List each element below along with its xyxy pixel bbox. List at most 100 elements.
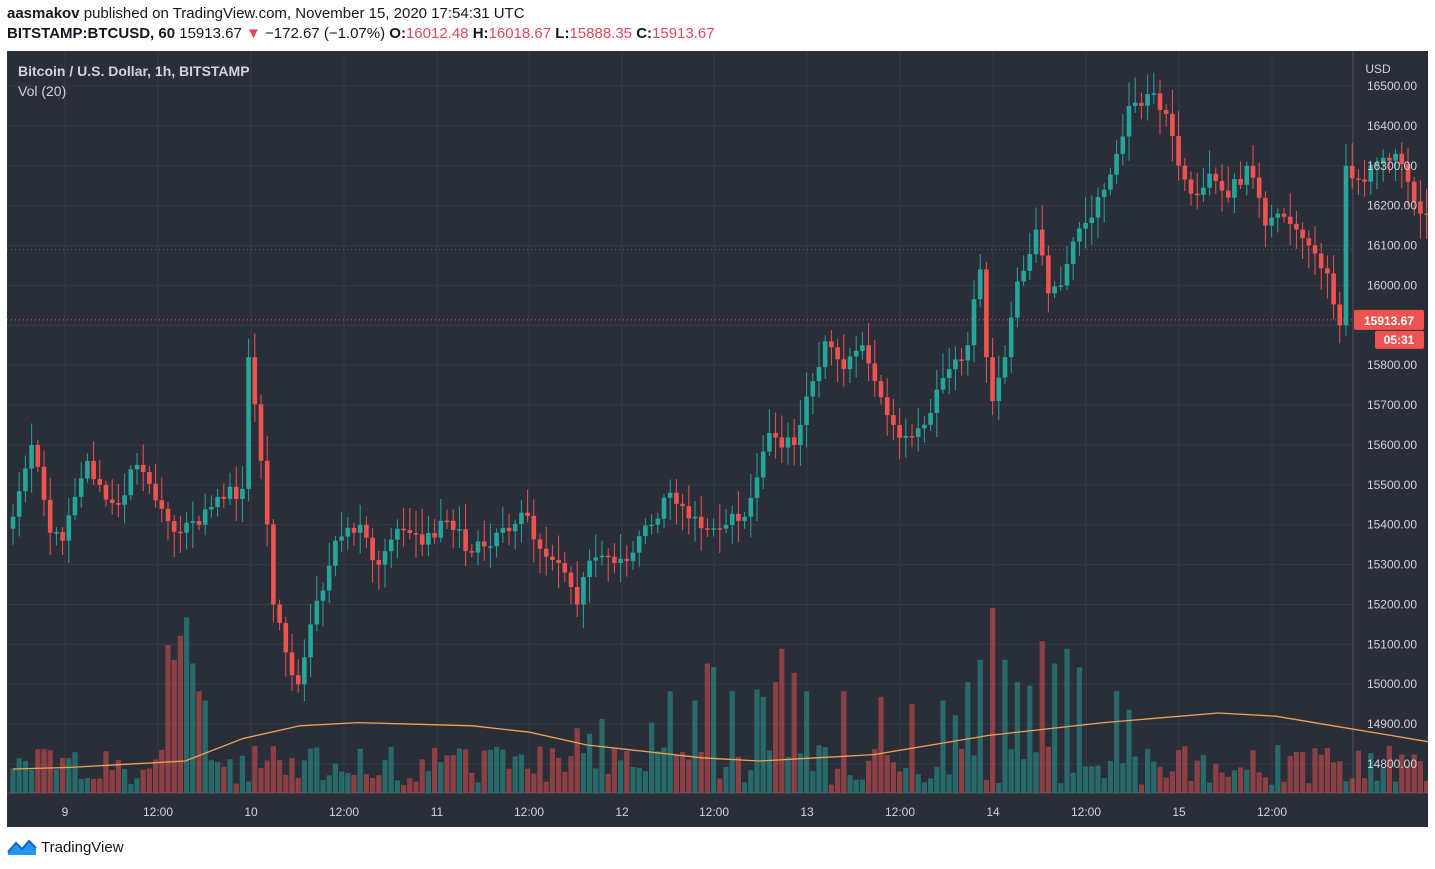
- candle[interactable]: [543, 548, 549, 557]
- candle[interactable]: [326, 565, 332, 591]
- candle[interactable]: [395, 528, 400, 540]
- candle[interactable]: [1337, 304, 1343, 326]
- candle[interactable]: [457, 529, 462, 531]
- candle[interactable]: [748, 497, 754, 517]
- candle[interactable]: [878, 381, 884, 398]
- candle[interactable]: [984, 269, 989, 358]
- candle[interactable]: [760, 451, 766, 478]
- candle[interactable]: [178, 531, 183, 534]
- candle[interactable]: [357, 524, 363, 533]
- candle[interactable]: [147, 472, 152, 484]
- candle[interactable]: [1145, 93, 1150, 106]
- candle[interactable]: [23, 468, 28, 492]
- candle[interactable]: [618, 558, 623, 563]
- candle[interactable]: [1356, 178, 1361, 180]
- candle[interactable]: [1170, 113, 1175, 137]
- candle[interactable]: [1064, 264, 1070, 286]
- candle[interactable]: [488, 546, 493, 548]
- candle[interactable]: [271, 524, 276, 605]
- candle[interactable]: [54, 532, 59, 534]
- candle[interactable]: [1275, 213, 1281, 218]
- candle[interactable]: [463, 529, 468, 552]
- candle[interactable]: [1418, 201, 1423, 214]
- candle[interactable]: [1343, 165, 1349, 326]
- candle[interactable]: [16, 491, 22, 517]
- candle[interactable]: [729, 513, 735, 525]
- candle[interactable]: [122, 495, 127, 505]
- candle[interactable]: [636, 536, 642, 553]
- candle[interactable]: [897, 425, 902, 438]
- candle[interactable]: [866, 345, 871, 364]
- candle[interactable]: [128, 469, 134, 496]
- candle[interactable]: [1176, 136, 1181, 166]
- candle[interactable]: [922, 424, 927, 429]
- candle[interactable]: [85, 460, 90, 479]
- candle[interactable]: [60, 532, 65, 541]
- candle[interactable]: [233, 486, 239, 499]
- price-chart[interactable]: USD 16500.00 16400.00 16300.00 16200.00 16100…: [7, 51, 1428, 827]
- candle[interactable]: [853, 350, 859, 357]
- candle[interactable]: [1393, 153, 1398, 161]
- candle[interactable]: [345, 527, 351, 537]
- candle[interactable]: [240, 488, 245, 499]
- chart-panel[interactable]: USD 16500.00 16400.00 16300.00 16200.00 16100…: [7, 51, 1428, 827]
- candle[interactable]: [153, 483, 158, 501]
- candle[interactable]: [829, 341, 834, 348]
- candle[interactable]: [1374, 163, 1380, 165]
- tradingview-brand[interactable]: TradingView: [41, 838, 124, 856]
- candle[interactable]: [835, 347, 840, 360]
- candle[interactable]: [1207, 173, 1212, 188]
- candle[interactable]: [1325, 268, 1330, 274]
- candle[interactable]: [661, 497, 667, 519]
- candle[interactable]: [419, 534, 425, 545]
- candle[interactable]: [1046, 255, 1051, 294]
- candle[interactable]: [1052, 286, 1057, 294]
- candle[interactable]: [506, 527, 512, 532]
- candle[interactable]: [438, 520, 444, 538]
- candle[interactable]: [1349, 165, 1355, 179]
- candle[interactable]: [432, 533, 437, 538]
- candle[interactable]: [1021, 270, 1026, 282]
- time-axis[interactable]: 9 12:00 10 12:00 11 12:00 12 12:00 13 12:00 14 12:0…: [62, 805, 1288, 819]
- candle[interactable]: [1058, 285, 1064, 287]
- candle[interactable]: [767, 432, 772, 452]
- candle[interactable]: [1318, 253, 1324, 269]
- candle[interactable]: [1095, 197, 1101, 218]
- candle[interactable]: [97, 479, 103, 485]
- candle[interactable]: [847, 356, 853, 370]
- candle[interactable]: [351, 527, 357, 533]
- candle[interactable]: [314, 600, 320, 625]
- candle[interactable]: [1108, 174, 1113, 190]
- candle[interactable]: [531, 515, 537, 540]
- candle[interactable]: [810, 381, 816, 397]
- candle[interactable]: [723, 524, 729, 529]
- candle[interactable]: [519, 512, 524, 524]
- candle[interactable]: [605, 555, 611, 558]
- candle[interactable]: [568, 572, 574, 587]
- candle[interactable]: [1077, 228, 1082, 242]
- candle[interactable]: [841, 359, 847, 370]
- candle[interactable]: [556, 559, 561, 564]
- candle[interactable]: [525, 512, 530, 516]
- candle[interactable]: [339, 536, 344, 541]
- candle[interactable]: [202, 509, 208, 525]
- candle[interactable]: [928, 413, 933, 425]
- candle[interactable]: [872, 363, 878, 382]
- candle[interactable]: [1411, 181, 1417, 202]
- candle[interactable]: [550, 556, 555, 560]
- candle[interactable]: [940, 377, 946, 390]
- candle[interactable]: [1027, 254, 1033, 271]
- candle[interactable]: [1306, 238, 1312, 246]
- candle[interactable]: [946, 369, 952, 378]
- candle[interactable]: [1238, 178, 1243, 185]
- candle[interactable]: [1015, 281, 1020, 318]
- candle[interactable]: [1039, 229, 1045, 256]
- candle[interactable]: [140, 464, 146, 473]
- candle[interactable]: [382, 551, 388, 565]
- candle[interactable]: [1033, 229, 1039, 255]
- candle[interactable]: [593, 557, 599, 561]
- candle[interactable]: [1083, 223, 1088, 229]
- candle[interactable]: [35, 444, 41, 467]
- candle[interactable]: [959, 359, 964, 361]
- candle[interactable]: [258, 404, 264, 461]
